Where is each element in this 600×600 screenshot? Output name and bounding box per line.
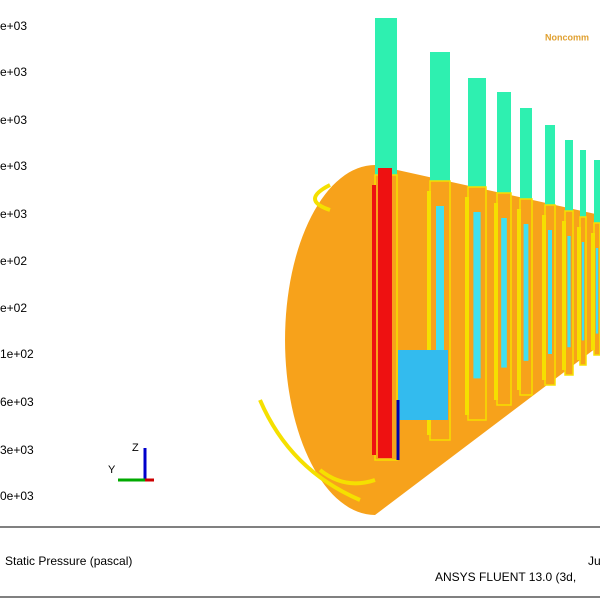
baffle-pressure-band	[494, 203, 498, 400]
colorbar-label: 3e+03	[0, 443, 34, 457]
axis-triad: Z Y	[108, 442, 154, 482]
watermark: Noncomm	[545, 32, 589, 42]
baffle-pressure-band	[465, 197, 469, 415]
solver-label: ANSYS FLUENT 13.0 (3d,	[435, 570, 576, 584]
z-label: Z	[132, 442, 139, 454]
colorbar-label: e+03	[0, 207, 27, 221]
date-label: Ju	[588, 554, 600, 568]
colorbar-label: e+03	[0, 113, 27, 127]
baffle-pressure-band	[542, 215, 546, 380]
baffle-pressure-band	[591, 233, 595, 350]
baffle-core	[567, 236, 571, 348]
colorbar-label: 0e+03	[0, 489, 34, 503]
baffle-core	[436, 206, 444, 394]
baffle-upper	[594, 160, 600, 223]
contour-band	[258, 183, 376, 502]
baffle-upper	[497, 92, 511, 193]
colorbar-labels: e+03 e+03 e+03 e+03 e+03 e+02 e+02 1e+02 6e+03 3e…	[0, 19, 34, 503]
quantity-label: Static Pressure (pascal)	[5, 554, 132, 568]
colorbar-label: e+03	[0, 159, 27, 173]
baffle-pressure-band	[427, 191, 431, 435]
baffle-core	[595, 248, 599, 334]
baffle-core	[548, 230, 552, 354]
baffle-pressure-band	[372, 185, 376, 455]
baffle-upper	[430, 52, 450, 181]
baffle-upper	[565, 140, 573, 211]
baffle-core	[473, 212, 481, 379]
baffle-upper	[580, 150, 586, 217]
colorbar-label: 1e+02	[0, 347, 34, 361]
contour-geometry	[258, 18, 600, 515]
colorbar-label: e+02	[0, 254, 27, 268]
y-label: Y	[108, 464, 116, 476]
baffle-blue-zone	[398, 350, 448, 420]
colorbar-label: 6e+03	[0, 395, 34, 409]
baffle-upper	[468, 78, 486, 187]
baffle-pressure-band	[577, 227, 581, 360]
baffle-upper	[375, 18, 397, 175]
baffle-core	[581, 242, 585, 341]
colorbar-label: e+02	[0, 301, 27, 315]
baffle-upper	[545, 125, 555, 205]
baffle-pressure-band	[562, 221, 566, 370]
colorbar-label: e+03	[0, 19, 27, 33]
baffle-core	[501, 218, 507, 368]
colorbar-label: e+03	[0, 65, 27, 79]
baffle-core	[523, 224, 529, 361]
baffle-pressure-band	[517, 209, 521, 390]
baffle-upper	[520, 108, 532, 199]
baffle-red-strip	[378, 168, 392, 458]
